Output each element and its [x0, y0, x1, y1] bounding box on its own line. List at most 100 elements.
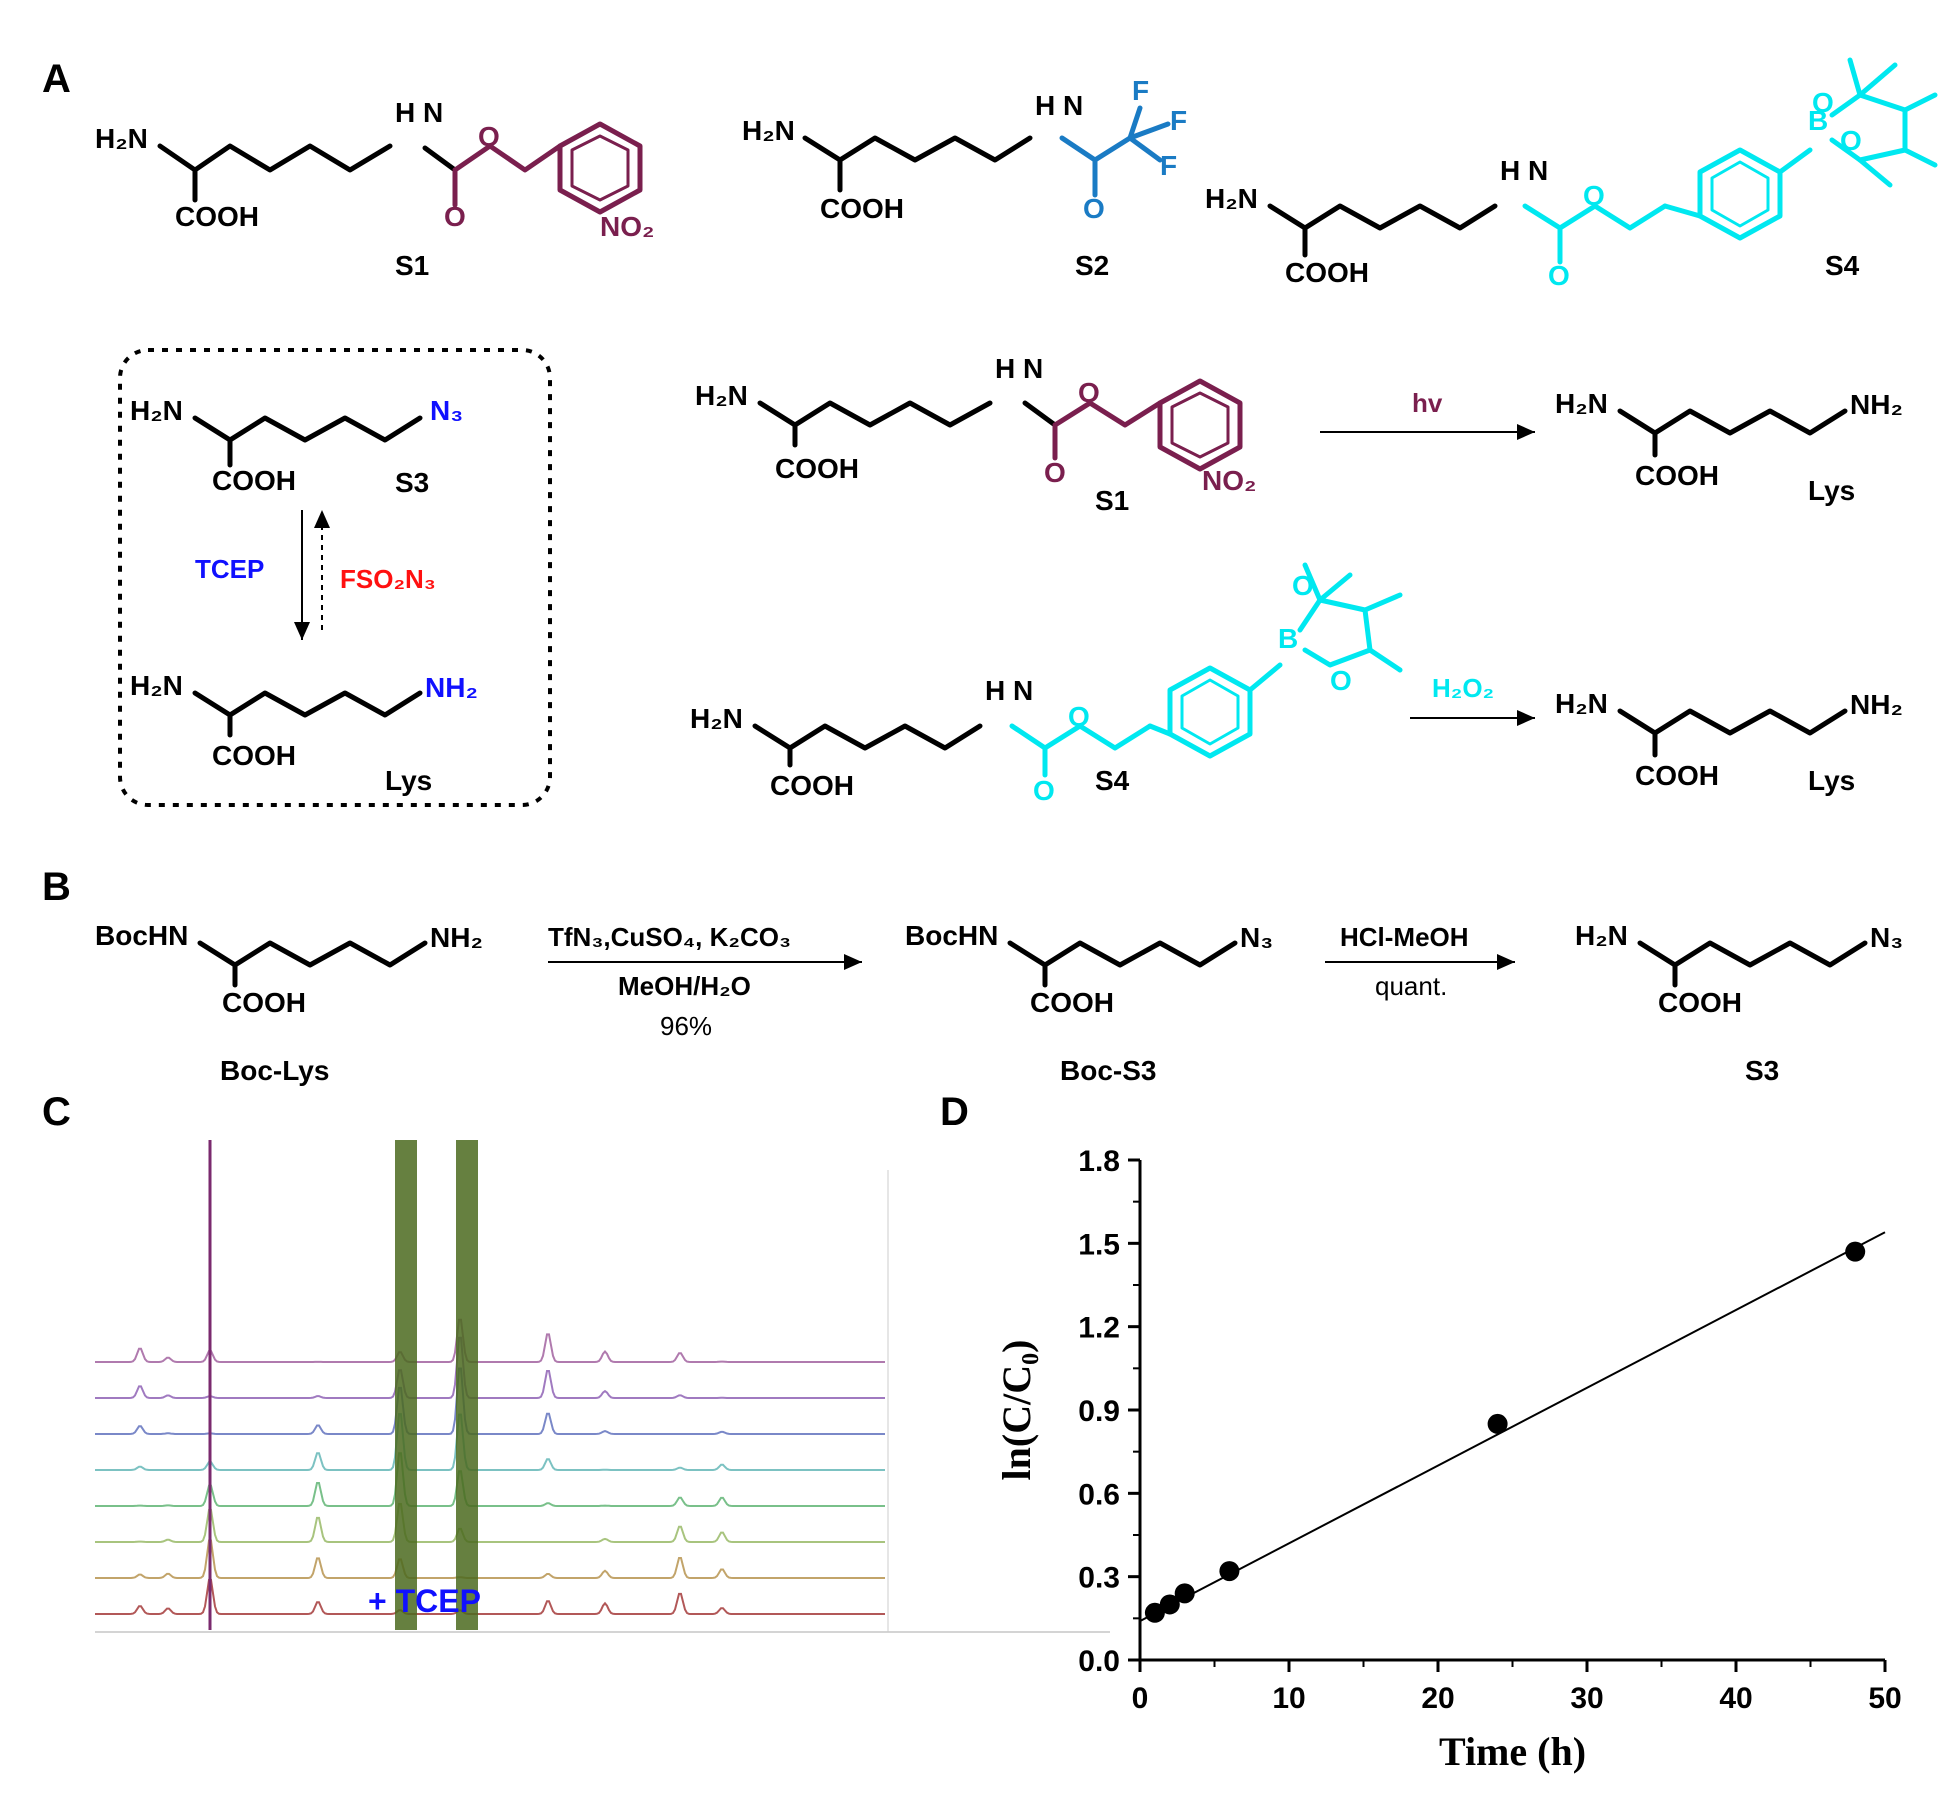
- s2-nh: H N: [1035, 90, 1083, 121]
- s1-cooh: COOH: [175, 201, 259, 232]
- x-tick-label: 30: [1570, 1682, 1603, 1715]
- s4b-boronate-o1: O: [1292, 570, 1314, 601]
- boc-s3-bochn: BocHN: [905, 920, 998, 951]
- boc-lys-nh2: NH₂: [430, 922, 483, 953]
- structure-s2: H₂N COOH H N F F F O S2: [742, 75, 1187, 281]
- s4b-cooh: COOH: [770, 770, 854, 801]
- s4-ester-o: O: [1583, 180, 1605, 211]
- step1-reagents: TfN₃,CuSO₄, K₂CO₃: [548, 922, 791, 952]
- fso2n3-reagent: FSO₂N₃: [340, 564, 436, 594]
- s4b-boronate-o2: O: [1330, 665, 1352, 696]
- s1-photolysis-scheme: H₂N COOH H N O O NO₂ S1 hv H₂N NH₂ COOH …: [695, 353, 1903, 516]
- data-point: [1845, 1241, 1866, 1262]
- s4-label-top: S4: [1825, 250, 1860, 281]
- boc-s3-label: Boc-S3: [1060, 1055, 1156, 1086]
- h2o2-reagent: H₂O₂: [1432, 673, 1494, 703]
- tcep-peak: [395, 1140, 417, 1630]
- s3-h2n: H₂N: [130, 395, 183, 426]
- structure-s4-top: H₂N COOH H N O O B O O S4: [1205, 57, 1938, 291]
- s4b-ester-o: O: [1068, 701, 1090, 732]
- x-axis-title: Time (h): [1439, 1729, 1586, 1774]
- nmr-trace: [95, 1578, 885, 1615]
- lys2-h2n: H₂N: [1555, 388, 1608, 419]
- boc-lys-bochn: BocHN: [95, 920, 188, 951]
- step2-yield: quant.: [1375, 971, 1447, 1001]
- s2-f1: F: [1132, 75, 1149, 106]
- kinetics-chart: Time (h) ln(C/C₀) 0 10 20 30 40 50 0.0 0.3 0.6 0.…: [994, 1145, 1902, 1774]
- s1b-cooh: COOH: [775, 453, 859, 484]
- data-point: [1144, 1602, 1165, 1623]
- s3-product-h2n: H₂N: [1575, 920, 1628, 951]
- s1-label-top: S1: [395, 250, 429, 281]
- data-point: [1487, 1413, 1508, 1434]
- s2-cooh: COOH: [820, 193, 904, 224]
- s3-label: S3: [395, 467, 429, 498]
- s4-h2n: H₂N: [1205, 183, 1258, 214]
- boc-s3-cooh: COOH: [1030, 987, 1114, 1018]
- nmr-trace: [95, 1367, 885, 1435]
- y-tick-label: 0.3: [1078, 1562, 1120, 1595]
- s3-product-label: S3: [1745, 1055, 1779, 1086]
- s2-label: S2: [1075, 250, 1109, 281]
- nmr-spectra-stack: [95, 1140, 1110, 1633]
- boc-s3-n3: N₃: [1240, 922, 1273, 953]
- data-point: [1159, 1594, 1180, 1615]
- s4-label-bottom: S4: [1095, 765, 1130, 796]
- hv-reagent: hv: [1412, 388, 1443, 418]
- structure-s1-top: H₂N COOH H N O O NO₂ S1: [95, 97, 654, 281]
- s4-boronate-o2: O: [1840, 125, 1862, 156]
- x-tick-label: 10: [1272, 1682, 1305, 1715]
- lys3-nh2: NH₂: [1850, 689, 1903, 720]
- y-tick-label: 0.9: [1078, 1395, 1120, 1428]
- lys-label: Lys: [385, 765, 432, 796]
- tcep-reagent: TCEP: [195, 554, 264, 584]
- s2-carbonyl-o: O: [1083, 193, 1105, 224]
- tcep-peak: [456, 1140, 478, 1630]
- nmr-trace: [95, 1413, 885, 1471]
- s4-boronate-o1: O: [1812, 87, 1834, 118]
- lys2-nh2: NH₂: [1850, 389, 1903, 420]
- s4b-carbonyl-o: O: [1033, 775, 1055, 806]
- y-tick-label: 1.8: [1078, 1145, 1120, 1178]
- x-tick-label: 50: [1868, 1682, 1901, 1715]
- x-tick-label: 40: [1719, 1682, 1752, 1715]
- s3-azide: N₃: [430, 395, 463, 426]
- s1b-no2: NO₂: [1202, 465, 1256, 496]
- s1b-ester-o: O: [1078, 377, 1100, 408]
- s3-product-cooh: COOH: [1658, 987, 1742, 1018]
- s4-boron: B: [1808, 105, 1828, 136]
- data-point: [1219, 1561, 1240, 1582]
- s1-label-mid: S1: [1095, 485, 1129, 516]
- s2-f3: F: [1160, 150, 1177, 181]
- step1-yield: 96%: [660, 1011, 712, 1041]
- s4-cooh: COOH: [1285, 257, 1369, 288]
- s3-lys-box: H₂N N₃ COOH S3 TCEP FSO₂N₃ H₂N NH₂ COOH …: [118, 348, 552, 807]
- lys3-cooh: COOH: [1635, 760, 1719, 791]
- s2-f2: F: [1170, 105, 1187, 136]
- s1b-h2n: H₂N: [695, 380, 748, 411]
- s1-nh: H N: [395, 97, 443, 128]
- s3-product-n3: N₃: [1870, 922, 1903, 953]
- y-tick-label: 1.2: [1078, 1312, 1120, 1345]
- s1b-carbonyl-o: O: [1044, 457, 1066, 488]
- y-axis-title: ln(C/C₀): [994, 1340, 1039, 1481]
- panel-b-label: B: [42, 865, 71, 909]
- s1-h2n: H₂N: [95, 123, 148, 154]
- s4-nh: H N: [1500, 155, 1548, 186]
- lys2-cooh: COOH: [1635, 460, 1719, 491]
- s1-ester-o: O: [478, 121, 500, 152]
- lys2-label: Lys: [1808, 475, 1855, 506]
- fit-line: [1139, 1231, 1886, 1622]
- s4b-h2n: H₂N: [690, 703, 743, 734]
- lys3-h2n: H₂N: [1555, 688, 1608, 719]
- panel-b-scheme: BocHN NH₂ COOH Boc-Lys TfN₃,CuSO₄, K₂CO₃…: [95, 920, 1903, 1086]
- nmr-trace: [95, 1336, 885, 1399]
- nmr-trace: [95, 1452, 885, 1507]
- step1-solvent: MeOH/H₂O: [618, 971, 751, 1001]
- lys-cooh: COOH: [212, 740, 296, 771]
- s1-carbonyl-o: O: [444, 201, 466, 232]
- s1b-nh: H N: [995, 353, 1043, 384]
- data-point: [1174, 1583, 1195, 1604]
- panel-d-label: D: [940, 1090, 969, 1134]
